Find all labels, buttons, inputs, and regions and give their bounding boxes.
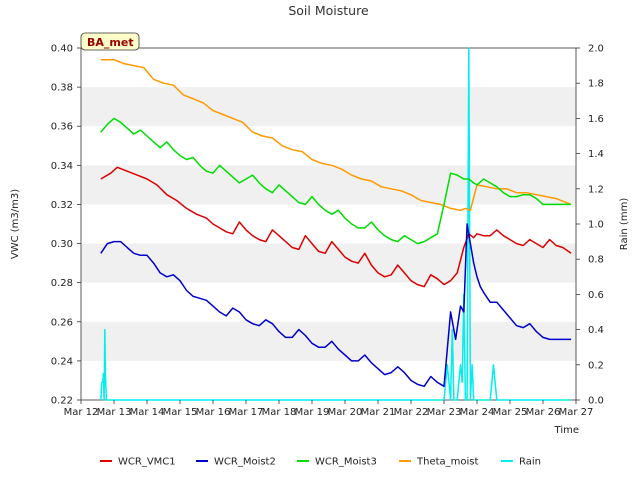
x-axis-title: Time	[554, 425, 579, 436]
x-tick-label: Mar 27	[559, 407, 594, 418]
grid-band	[81, 87, 576, 127]
y-right-tick-label: 2.0	[588, 44, 604, 55]
legend-label: WCR_Moist2	[214, 457, 276, 468]
grid-bands	[81, 87, 576, 361]
legend-label: Rain	[519, 457, 541, 468]
series-line-theta-moist	[100, 58, 572, 212]
y-left-tick-label: 0.32	[51, 200, 73, 211]
y-axis-left-title: VWC (m3/m3)	[10, 189, 21, 259]
x-tick-label: Mar 21	[361, 407, 396, 418]
y-right-tick-label: 1.0	[588, 220, 604, 231]
chart-title: Soil Moisture	[288, 3, 369, 18]
y-right-tick-label: 1.2	[588, 184, 604, 195]
y-left-tick-label: 0.22	[51, 396, 73, 407]
y-right-tick-label: 0.4	[588, 325, 604, 336]
x-tick-label: Mar 14	[130, 407, 165, 418]
y-right-tick-label: 0.2	[588, 360, 604, 371]
x-tick-label: Mar 13	[97, 407, 132, 418]
x-tick-label: Mar 26	[526, 407, 561, 418]
legend-item: WCR_VMC1	[100, 457, 176, 468]
y-right-tick-label: 0.8	[588, 255, 604, 266]
x-tick-label: Mar 19	[295, 407, 330, 418]
y-right-tick-label: 1.8	[588, 79, 604, 90]
grid-band	[81, 243, 576, 283]
x-tick-label: Mar 17	[229, 407, 264, 418]
series-line-wcr-moist3	[100, 117, 572, 245]
y-left-tick-label: 0.38	[51, 83, 73, 94]
x-tick-label: Mar 23	[427, 407, 462, 418]
y-left-tick-label: 0.36	[51, 122, 73, 133]
legend: WCR_VMC1 WCR_Moist2 WCR_Moist3 Theta_moist R…	[100, 457, 541, 468]
y-right-tick-label: 1.6	[588, 114, 604, 125]
series-line-wcr-vmc1	[100, 166, 572, 288]
x-tick-label: Mar 15	[163, 407, 198, 418]
y-axis-right-title: Rain (mm)	[619, 198, 630, 251]
y-left-tick-label: 0.30	[51, 239, 73, 250]
series-line-wcr-moist2	[100, 223, 572, 388]
grid-band	[81, 165, 576, 205]
left-axis: 0.22 0.24 0.26 0.28 0.30 0.32 0.34 0.36 0.38 0.40	[51, 44, 81, 407]
site-label-text: BA_met	[87, 36, 134, 49]
legend-label: Theta_moist	[416, 457, 478, 468]
y-left-tick-label: 0.26	[51, 317, 73, 328]
series-line-rain	[100, 47, 572, 401]
x-tick-label: Mar 16	[196, 407, 231, 418]
y-left-tick-label: 0.24	[51, 356, 73, 367]
y-right-tick-label: 1.4	[588, 149, 604, 160]
legend-item: WCR_Moist3	[297, 457, 377, 468]
legend-item: Theta_moist	[399, 457, 478, 468]
site-label-badge: BA_met	[80, 32, 140, 51]
x-tick-label: Mar 12	[64, 407, 99, 418]
legend-label: WCR_Moist3	[315, 457, 377, 468]
legend-label: WCR_VMC1	[118, 457, 176, 468]
y-left-tick-label: 0.40	[51, 44, 73, 55]
series-layer	[100, 47, 572, 401]
x-tick-label: Mar 18	[262, 407, 297, 418]
y-left-tick-label: 0.28	[51, 278, 73, 289]
y-left-tick-label: 0.34	[51, 161, 73, 172]
y-right-tick-label: 0.0	[588, 396, 604, 407]
right-axis: 0.0 0.2 0.4 0.6 0.8 1.0 1.2 1.4 1.6 1.8 2.0	[576, 44, 604, 407]
y-right-tick-label: 0.6	[588, 290, 604, 301]
legend-item: Rain	[501, 457, 541, 468]
x-tick-label: Mar 24	[460, 407, 495, 418]
grid-band	[81, 321, 576, 361]
x-tick-label: Mar 20	[328, 407, 363, 418]
x-tick-label: Mar 22	[394, 407, 429, 418]
legend-item: WCR_Moist2	[196, 457, 276, 468]
x-tick-label: Mar 25	[493, 407, 528, 418]
